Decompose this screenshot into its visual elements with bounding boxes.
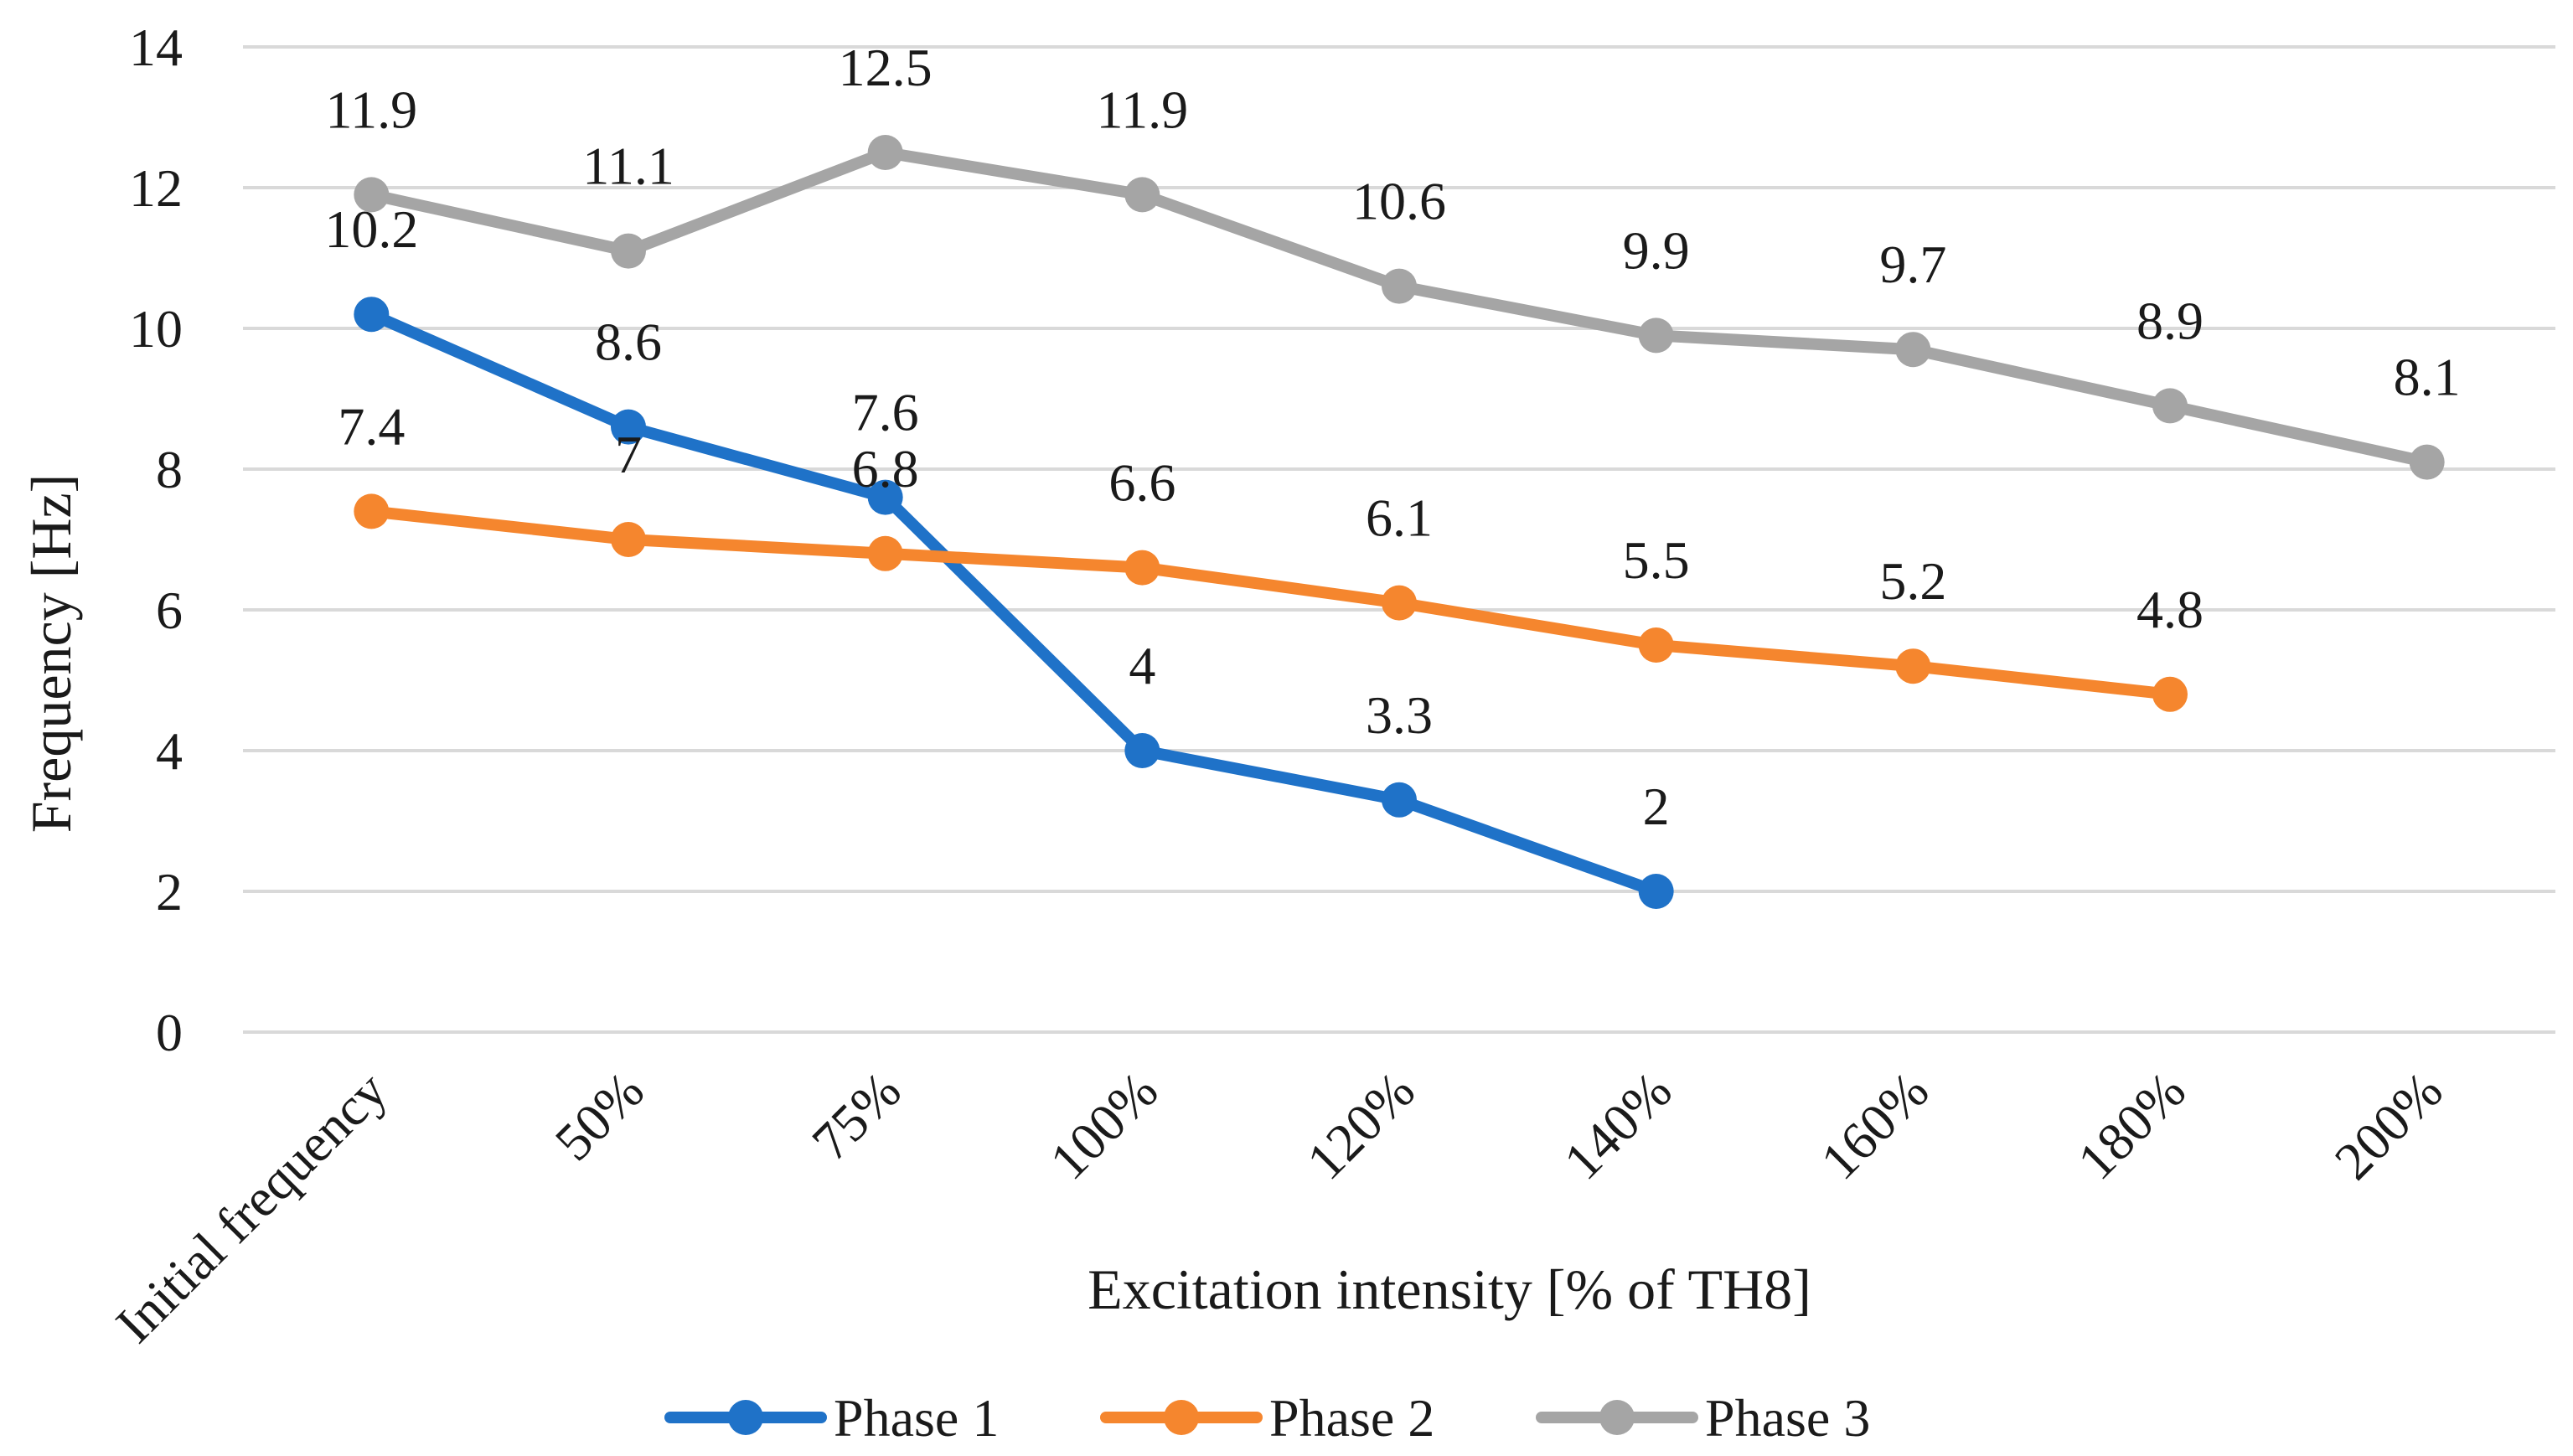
data-label-phase-2: 6.1 bbox=[1366, 488, 1433, 548]
y-tick-label: 0 bbox=[156, 1003, 183, 1062]
data-point-phase-3 bbox=[1895, 332, 1931, 368]
data-label-phase-3: 8.1 bbox=[2394, 348, 2461, 407]
y-tick-label: 10 bbox=[129, 299, 183, 359]
x-tick-label: Initial frequency bbox=[105, 1061, 399, 1355]
y-tick-label: 8 bbox=[156, 440, 183, 499]
data-point-phase-3 bbox=[2152, 388, 2188, 424]
legend-swatch-marker bbox=[1164, 1400, 1199, 1435]
data-point-phase-2 bbox=[611, 522, 646, 557]
data-point-phase-3 bbox=[354, 177, 390, 213]
data-label-phase-3: 11.1 bbox=[582, 137, 674, 196]
series-line-phase-1 bbox=[365, 308, 1662, 897]
y-tick-label: 6 bbox=[156, 581, 183, 640]
data-label-phase-2: 7 bbox=[615, 425, 642, 484]
data-label-phase-2: 4.8 bbox=[2136, 580, 2204, 639]
data-label-phase-1: 8.6 bbox=[595, 312, 662, 372]
data-point-phase-1 bbox=[1382, 782, 1417, 818]
data-point-phase-2 bbox=[1382, 585, 1417, 621]
data-label-phase-3: 9.7 bbox=[1879, 235, 1946, 294]
data-point-phase-3 bbox=[867, 135, 903, 170]
data-point-phase-1 bbox=[611, 409, 646, 445]
data-labels: 10.2 8.6 7.6 4 3.3 2 7.4 7 6.8 6.6 6.1 5.5 5.2 4.8 11.… bbox=[324, 38, 2460, 836]
data-point-phase-3 bbox=[611, 233, 646, 269]
data-point-phase-2 bbox=[1124, 550, 1160, 586]
data-label-phase-1: 3.3 bbox=[1366, 685, 1433, 745]
data-point-phase-3 bbox=[1124, 177, 1160, 213]
series-line-phase-2 bbox=[365, 505, 2176, 700]
y-tick-label: 4 bbox=[156, 721, 183, 781]
data-label-phase-2: 6.8 bbox=[852, 439, 919, 498]
legend: Phase 1 Phase 2 Phase 3 bbox=[664, 1388, 1870, 1448]
series-lines bbox=[354, 135, 2445, 909]
data-label-phase-1: 10.2 bbox=[324, 199, 418, 259]
y-tick-label: 12 bbox=[129, 158, 183, 218]
data-label-phase-3: 12.5 bbox=[839, 38, 933, 97]
data-label-phase-3: 10.6 bbox=[1352, 172, 1446, 231]
data-point-phase-1 bbox=[1638, 874, 1674, 909]
x-tick-label: 140% bbox=[1553, 1061, 1683, 1191]
legend-label: Phase 3 bbox=[1705, 1388, 1870, 1448]
data-label-phase-3: 9.9 bbox=[1623, 220, 1690, 280]
legend-item-phase-1: Phase 1 bbox=[664, 1388, 999, 1448]
data-point-phase-2 bbox=[867, 535, 903, 571]
x-tick-label: 180% bbox=[2066, 1061, 2197, 1191]
data-point-phase-2 bbox=[2152, 676, 2188, 712]
legend-swatch-marker bbox=[728, 1400, 763, 1435]
gridlines bbox=[243, 45, 2555, 1034]
data-label-phase-1: 4 bbox=[1129, 636, 1155, 695]
data-label-phase-1: 7.6 bbox=[852, 383, 919, 442]
data-label-phase-3: 11.9 bbox=[326, 80, 418, 139]
legend-label: Phase 1 bbox=[834, 1388, 999, 1448]
legend-item-phase-3: Phase 3 bbox=[1536, 1388, 1870, 1448]
x-tick-label: 200% bbox=[2323, 1061, 2454, 1191]
data-label-phase-3: 8.9 bbox=[2136, 291, 2204, 350]
data-label-phase-2: 5.2 bbox=[1879, 551, 1946, 611]
x-tick-label: 50% bbox=[544, 1061, 655, 1172]
data-point-phase-2 bbox=[1895, 648, 1931, 684]
data-label-phase-2: 5.5 bbox=[1623, 530, 1690, 590]
data-label-phase-3: 11.9 bbox=[1097, 80, 1189, 139]
data-point-phase-1 bbox=[867, 479, 903, 515]
data-point-phase-1 bbox=[354, 297, 390, 333]
data-point-phase-1 bbox=[1124, 733, 1160, 768]
x-tick-label: 75% bbox=[800, 1061, 912, 1172]
x-tick-label: 120% bbox=[1295, 1061, 1426, 1191]
legend-item-phase-2: Phase 2 bbox=[1100, 1388, 1434, 1448]
y-tick-label: 2 bbox=[156, 862, 183, 922]
legend-swatch-marker bbox=[1599, 1400, 1635, 1435]
data-label-phase-2: 7.4 bbox=[338, 396, 405, 456]
data-point-phase-3 bbox=[1382, 268, 1417, 304]
data-label-phase-2: 6.6 bbox=[1108, 453, 1175, 513]
data-label-phase-1: 2 bbox=[1643, 777, 1670, 836]
x-tick-label: 100% bbox=[1038, 1061, 1169, 1191]
x-tick-label: 160% bbox=[1809, 1061, 1940, 1191]
data-point-phase-3 bbox=[2409, 444, 2445, 480]
y-axis-title: Frequency [Hz] bbox=[19, 474, 83, 834]
data-point-phase-2 bbox=[1638, 627, 1674, 663]
y-axis-ticks: 0 2 4 6 8 10 12 14 bbox=[129, 18, 183, 1062]
x-axis-title: Excitation intensity [% of TH8] bbox=[1088, 1257, 1811, 1321]
y-tick-label: 14 bbox=[129, 18, 183, 77]
data-point-phase-2 bbox=[354, 493, 390, 529]
data-point-phase-3 bbox=[1638, 318, 1674, 354]
legend-label: Phase 2 bbox=[1269, 1388, 1434, 1448]
